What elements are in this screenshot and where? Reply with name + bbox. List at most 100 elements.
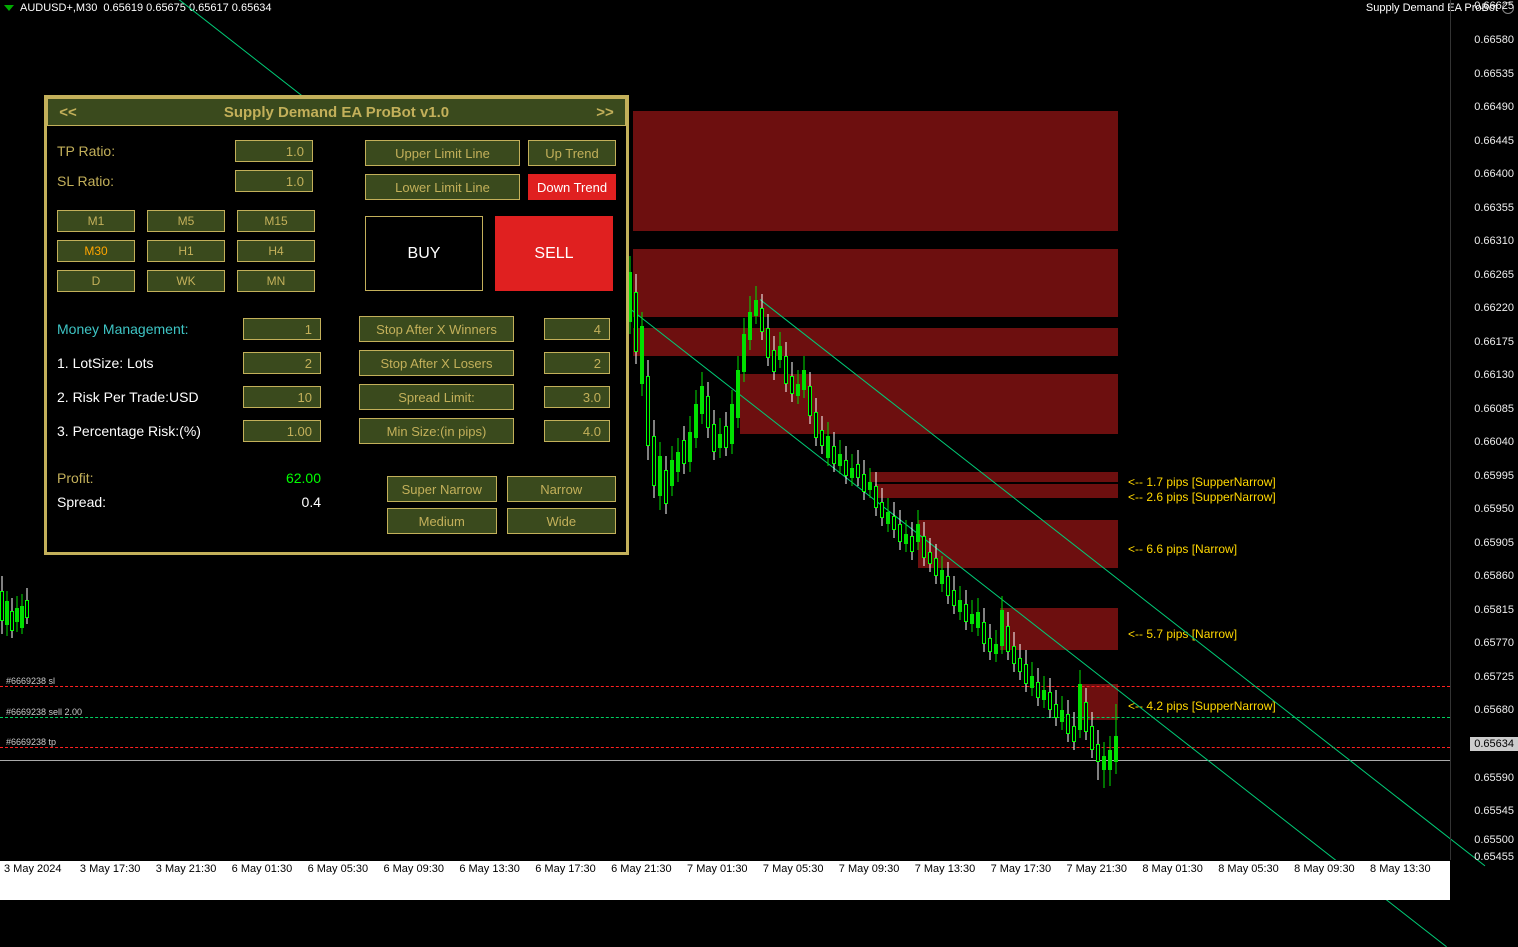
timeframe-m1-button[interactable]: M1 (57, 210, 135, 232)
timeframe-m15-button[interactable]: M15 (237, 210, 315, 232)
horizontal-line (0, 760, 1450, 761)
buy-button[interactable]: BUY (365, 216, 483, 291)
price-tick: 0.66355 (1474, 202, 1514, 214)
horizontal-line (0, 747, 1450, 748)
time-tick: 7 May 13:30 (915, 863, 991, 875)
price-tick: 0.66625 (1474, 0, 1514, 12)
price-tick: 0.66580 (1474, 34, 1514, 46)
price-tick: 0.65500 (1474, 834, 1514, 846)
price-tick: 0.65455 (1474, 851, 1514, 863)
stop-losers-button[interactable]: Stop After X Losers (359, 350, 514, 376)
time-tick: 6 May 17:30 (535, 863, 611, 875)
time-tick: 3 May 17:30 (80, 863, 156, 875)
zone-label: <-- 1.7 pips [SupperNarrow] (1128, 475, 1276, 489)
horizontal-line-label: #6669238 sell 2.00 (4, 707, 84, 717)
dropdown-icon[interactable] (4, 5, 14, 11)
pct-risk-value[interactable]: 1.00 (243, 420, 321, 442)
time-tick: 3 May 2024 (4, 863, 80, 875)
symbol-label: AUDUSD+,M30 (20, 2, 97, 14)
timeframe-m5-button[interactable]: M5 (147, 210, 225, 232)
stop-losers-value[interactable]: 2 (544, 352, 610, 374)
narrow-button[interactable]: Narrow (507, 476, 617, 502)
money-mgmt-value[interactable]: 1 (243, 318, 321, 340)
profit-value: 62.00 (243, 470, 321, 486)
time-tick: 8 May 13:30 (1370, 863, 1446, 875)
panel-header: << Supply Demand EA ProBot v1.0 >> (47, 98, 626, 126)
sl-ratio-value[interactable]: 1.0 (235, 170, 313, 192)
tp-ratio-label: TP Ratio: (57, 143, 227, 159)
zone-label: <-- 4.2 pips [SupperNarrow] (1128, 699, 1276, 713)
price-tick: 0.66220 (1474, 302, 1514, 314)
price-tick: 0.65995 (1474, 470, 1514, 482)
supply-zone (918, 520, 1118, 568)
time-tick: 7 May 05:30 (763, 863, 839, 875)
min-size-value[interactable]: 4.0 (544, 420, 610, 442)
timeframe-h4-button[interactable]: H4 (237, 240, 315, 262)
time-tick: 6 May 21:30 (611, 863, 687, 875)
lower-limit-button[interactable]: Lower Limit Line (365, 174, 520, 200)
timeframe-d-button[interactable]: D (57, 270, 135, 292)
trend-line (760, 299, 1486, 866)
time-tick: 6 May 09:30 (383, 863, 459, 875)
price-tick: 0.66400 (1474, 168, 1514, 180)
upper-limit-button[interactable]: Upper Limit Line (365, 140, 520, 166)
time-tick: 7 May 01:30 (687, 863, 763, 875)
medium-button[interactable]: Medium (387, 508, 497, 534)
time-tick: 8 May 09:30 (1294, 863, 1370, 875)
pct-risk-label: 3. Percentage Risk:(%) (57, 423, 235, 439)
price-tick: 0.66445 (1474, 135, 1514, 147)
up-trend-button[interactable]: Up Trend (528, 140, 616, 166)
spread-label: Spread: (57, 494, 235, 510)
timeframe-m30-button[interactable]: M30 (57, 240, 135, 262)
timeframe-h1-button[interactable]: H1 (147, 240, 225, 262)
lotsize-label: 1. LotSize: Lots (57, 355, 235, 371)
timeframe-grid: M1 M5 M15 M30 H1 H4 D WK MN (57, 210, 335, 292)
sell-button[interactable]: SELL (495, 216, 613, 291)
zone-label: <-- 6.6 pips [Narrow] (1128, 542, 1237, 556)
time-axis: 3 May 20243 May 17:303 May 21:306 May 01… (0, 860, 1450, 900)
supply-zone (870, 472, 1118, 482)
time-tick: 8 May 01:30 (1142, 863, 1218, 875)
price-tick: 0.66130 (1474, 369, 1514, 381)
price-axis: 0.666250.665800.665350.664900.664450.664… (1450, 0, 1518, 860)
panel-prev-button[interactable]: << (48, 104, 88, 121)
price-tick: 0.65680 (1474, 704, 1514, 716)
risk-usd-value[interactable]: 10 (243, 386, 321, 408)
stop-winners-button[interactable]: Stop After X Winners (359, 316, 514, 342)
time-tick: 8 May 05:30 (1218, 863, 1294, 875)
price-tick: 0.65590 (1474, 772, 1514, 784)
lotsize-value[interactable]: 2 (243, 352, 321, 374)
panel-title: Supply Demand EA ProBot v1.0 (88, 104, 585, 121)
spread-limit-value[interactable]: 3.0 (544, 386, 610, 408)
stop-winners-value[interactable]: 4 (544, 318, 610, 340)
supply-zone (633, 249, 1118, 317)
timeframe-mn-button[interactable]: MN (237, 270, 315, 292)
min-size-button[interactable]: Min Size:(in pips) (359, 418, 514, 444)
down-trend-button[interactable]: Down Trend (528, 174, 616, 200)
price-tick: 0.65815 (1474, 604, 1514, 616)
supply-zone (633, 328, 1118, 356)
price-tick: 0.65770 (1474, 637, 1514, 649)
price-tick: 0.65545 (1474, 805, 1514, 817)
price-tick: 0.65725 (1474, 671, 1514, 683)
chart-title-bar: AUDUSD+,M30 0.65619 0.65675 0.65617 0.65… (0, 0, 1518, 16)
tp-ratio-value[interactable]: 1.0 (235, 140, 313, 162)
price-tick: 0.66490 (1474, 101, 1514, 113)
price-tick: 0.66310 (1474, 235, 1514, 247)
time-tick: 7 May 09:30 (839, 863, 915, 875)
timeframe-wk-button[interactable]: WK (147, 270, 225, 292)
price-tick: 0.65905 (1474, 537, 1514, 549)
super-narrow-button[interactable]: Super Narrow (387, 476, 497, 502)
price-tick: 0.65950 (1474, 503, 1514, 515)
horizontal-line-label: #6669238 tp (4, 737, 58, 747)
wide-button[interactable]: Wide (507, 508, 617, 534)
panel-next-button[interactable]: >> (585, 104, 625, 121)
ohlc-label: 0.65619 0.65675 0.65617 0.65634 (103, 2, 271, 14)
price-tick: 0.66040 (1474, 436, 1514, 448)
price-current-tag: 0.65634 (1470, 737, 1518, 751)
time-tick: 7 May 17:30 (991, 863, 1067, 875)
price-tick: 0.65860 (1474, 570, 1514, 582)
price-tick: 0.66085 (1474, 403, 1514, 415)
spread-limit-button[interactable]: Spread Limit: (359, 384, 514, 410)
time-tick: 6 May 01:30 (232, 863, 308, 875)
